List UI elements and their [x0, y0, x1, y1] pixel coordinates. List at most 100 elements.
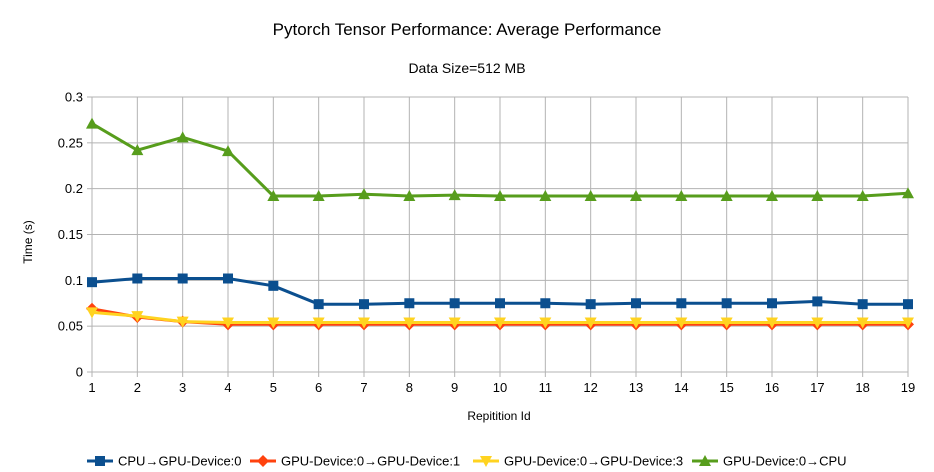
- x-tick-label: 17: [810, 380, 824, 395]
- series-1: CPU→GPU-Device:0: 0.098 CPU→GPU-Device:0:…: [87, 273, 913, 310]
- data-point: CPU→GPU-Device:0: 0.094: [268, 280, 279, 291]
- data-point: GPU-Device:0→GPU-Device:3: 0.054: [312, 317, 325, 329]
- x-tick-label: 11: [539, 380, 553, 395]
- data-point: GPU-Device:0→GPU-Device:3: 0.054: [811, 317, 824, 329]
- data-point: CPU→GPU-Device:0: 0.077: [812, 296, 823, 307]
- y-tick-label: 0.25: [58, 135, 83, 150]
- data-point: GPU-Device:0→CPU: 0.192: [267, 190, 280, 201]
- data-point: GPU-Device:0→GPU-Device:3: 0.054: [403, 317, 416, 329]
- legend-item: CPU→GPU-Device:0: [87, 454, 242, 469]
- x-tick-label: 5: [270, 380, 277, 395]
- data-point: GPU-Device:0→CPU: 0.271: [86, 117, 98, 129]
- x-tick-label: 18: [855, 380, 869, 395]
- y-axis-ticks: 0 0.05 0.1 0.15 0.2 0.25 0.3: [58, 90, 83, 380]
- x-tick-label: 10: [493, 380, 507, 395]
- chart-subtitle: Data Size=512 MB: [408, 60, 525, 76]
- data-point: CPU→GPU-Device:0: 0.102: [177, 273, 188, 284]
- data-point: GPU-Device:0→CPU: 0.192: [539, 190, 552, 201]
- data-point: GPU-Device:0→CPU: 0.192: [720, 190, 733, 201]
- data-point: GPU-Device:0→CPU: 0.192: [494, 190, 506, 201]
- data-point: GPU-Device:0→GPU-Device:3: 0.054: [222, 317, 234, 329]
- legend-label: GPU-Device:0→GPU-Device:1: [281, 454, 460, 469]
- x-tick-label: 8: [406, 380, 413, 395]
- data-point: CPU→GPU-Device:0: 0.098: [87, 277, 97, 288]
- chart-title: Pytorch Tensor Performance: Average Perf…: [273, 20, 662, 39]
- data-point: GPU-Device:0→GPU-Device:3: 0.054: [902, 317, 914, 329]
- data-point: CPU→GPU-Device:0: 0.075: [540, 298, 551, 309]
- data-point: CPU→GPU-Device:0: 0.075: [449, 298, 460, 309]
- data-point: GPU-Device:0→CPU: 0.192: [630, 190, 642, 201]
- data-point: GPU-Device:0→GPU-Device:3: 0.054: [494, 317, 506, 329]
- data-point: GPU-Device:0→CPU: 0.192: [403, 190, 416, 201]
- gridlines: [87, 96, 909, 377]
- y-tick-label: 0.1: [65, 273, 83, 288]
- y-tick-label: 0.05: [58, 319, 83, 334]
- x-tick-label: 16: [765, 380, 779, 395]
- legend-item: GPU-Device:0→GPU-Device:3: [473, 454, 683, 469]
- legend-item: GPU-Device:0→GPU-Device:1: [250, 454, 460, 469]
- y-tick-label: 0.3: [65, 90, 83, 105]
- legend-swatch-marker: [257, 455, 269, 467]
- x-tick-label: 9: [451, 380, 458, 395]
- data-point: GPU-Device:0→GPU-Device:3: 0.054: [856, 317, 869, 329]
- legend-label: GPU-Device:0→CPU: [723, 454, 847, 469]
- data-point: GPU-Device:0→GPU-Device:3: 0.054: [584, 317, 597, 329]
- data-point: GPU-Device:0→GPU-Device:3: 0.054: [675, 317, 688, 329]
- series-4: GPU-Device:0→CPU: 0.271 GPU-Device:0→CPU:…: [86, 117, 914, 201]
- legend-item: GPU-Device:0→CPU: [692, 454, 847, 469]
- legend: CPU→GPU-Device:0 GPU-Device:0→GPU-Device:…: [87, 454, 847, 469]
- x-tick-label: 2: [134, 380, 141, 395]
- x-tick-label: 4: [224, 380, 231, 395]
- y-tick-label: 0: [76, 365, 83, 380]
- x-tick-label: 1: [88, 380, 95, 395]
- x-tick-label: 13: [629, 380, 643, 395]
- data-point: CPU→GPU-Device:0: 0.075: [404, 298, 415, 309]
- data-point: CPU→GPU-Device:0: 0.074: [585, 299, 596, 310]
- series-group: CPU→GPU-Device:0: 0.098 CPU→GPU-Device:0:…: [86, 117, 914, 331]
- x-tick-label: 7: [360, 380, 367, 395]
- x-tick-label: 3: [179, 380, 186, 395]
- data-point: GPU-Device:0→CPU: 0.195: [902, 187, 914, 199]
- y-tick-label: 0.2: [65, 181, 83, 196]
- data-point: CPU→GPU-Device:0: 0.074: [313, 299, 324, 310]
- data-point: GPU-Device:0→GPU-Device:3: 0.054: [267, 317, 280, 329]
- y-axis-label: Time (s): [21, 220, 35, 264]
- data-point: CPU→GPU-Device:0: 0.075: [631, 298, 641, 309]
- data-point: CPU→GPU-Device:0: 0.075: [767, 298, 777, 309]
- data-point: GPU-Device:0→CPU: 0.194: [358, 188, 370, 200]
- legend-swatch-marker: [480, 456, 492, 467]
- x-tick-label: 14: [674, 380, 688, 395]
- data-point: GPU-Device:0→GPU-Device:3: 0.065: [86, 307, 98, 319]
- data-point: CPU→GPU-Device:0: 0.102: [223, 273, 233, 284]
- data-point: GPU-Device:0→GPU-Device:3: 0.054: [630, 317, 642, 329]
- data-point: CPU→GPU-Device:0: 0.102: [132, 273, 143, 284]
- data-point: GPU-Device:0→CPU: 0.256: [176, 131, 189, 143]
- data-point: CPU→GPU-Device:0: 0.075: [721, 298, 732, 309]
- data-point: GPU-Device:0→CPU: 0.192: [675, 190, 688, 201]
- legend-swatch-marker: [95, 456, 105, 466]
- data-point: GPU-Device:0→GPU-Device:3: 0.054: [448, 317, 461, 329]
- legend-label: CPU→GPU-Device:0: [118, 454, 242, 469]
- data-point: GPU-Device:0→CPU: 0.192: [811, 190, 824, 201]
- y-tick-label: 0.15: [58, 227, 83, 242]
- legend-swatch-marker: [699, 455, 711, 466]
- x-tick-label: 6: [315, 380, 322, 395]
- data-point: GPU-Device:0→CPU: 0.192: [312, 190, 325, 201]
- data-point: CPU→GPU-Device:0: 0.074: [857, 299, 868, 310]
- data-point: CPU→GPU-Device:0: 0.075: [495, 298, 505, 309]
- data-point: CPU→GPU-Device:0: 0.075: [676, 298, 687, 309]
- data-point: CPU→GPU-Device:0: 0.074: [903, 299, 913, 310]
- data-point: GPU-Device:0→CPU: 0.192: [856, 190, 869, 201]
- x-axis-ticks: 1 2 3 4 5 6 7 8 9 10 11 12 13 14 15 16 17 18 19: [88, 380, 915, 395]
- data-point: GPU-Device:0→GPU-Device:3: 0.055: [176, 316, 189, 328]
- data-point: GPU-Device:0→CPU: 0.241: [222, 145, 234, 157]
- legend-label: GPU-Device:0→GPU-Device:3: [504, 454, 683, 469]
- data-point: GPU-Device:0→GPU-Device:3: 0.054: [358, 317, 370, 329]
- x-axis-label: Repitition Id: [467, 409, 530, 423]
- data-point: GPU-Device:0→CPU: 0.242: [131, 144, 144, 156]
- series-3: GPU-Device:0→GPU-Device:3: 0.065 GPU-Devi…: [86, 307, 914, 329]
- data-point: GPU-Device:0→CPU: 0.192: [766, 190, 778, 201]
- data-point: GPU-Device:0→CPU: 0.193: [448, 189, 461, 201]
- data-point: GPU-Device:0→GPU-Device:3: 0.054: [720, 317, 733, 329]
